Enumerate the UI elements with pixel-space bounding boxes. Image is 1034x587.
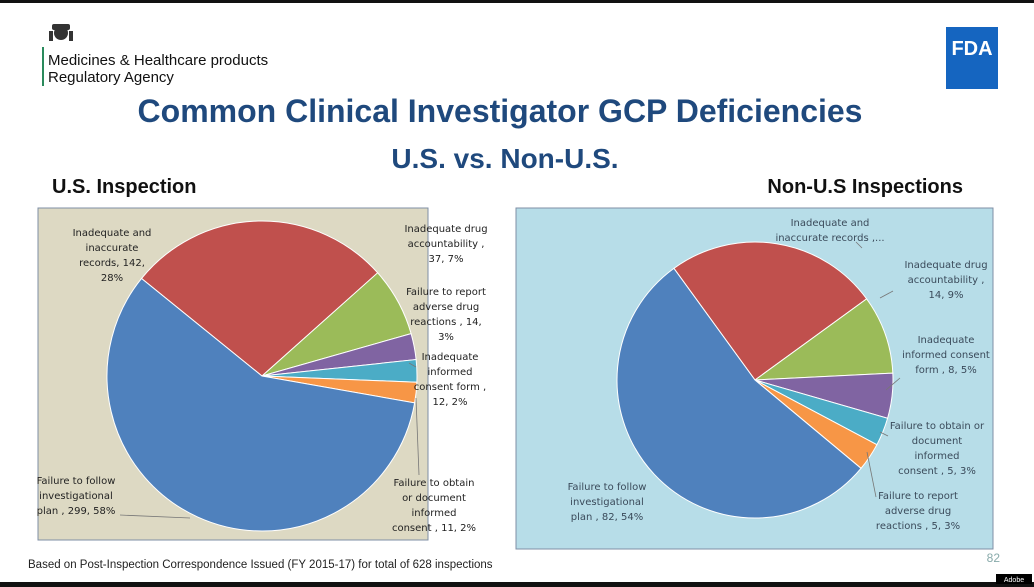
leader-line — [408, 362, 417, 368]
slide-title: Common Clinical Investigator GCP Deficie… — [138, 93, 863, 129]
pie-slice — [673, 241, 868, 381]
slice-label: Failure to obtain or document informed c… — [889, 421, 985, 477]
fda-logo — [946, 27, 998, 89]
slice-label: Inadequate drug accountability , 37, 7% — [404, 224, 488, 265]
leader-line — [866, 451, 877, 498]
slice-label: Failure to obtain or document informed c… — [391, 478, 477, 534]
leader-line — [855, 241, 863, 249]
slice-label: Failure to follow investigational plan ,… — [567, 482, 647, 523]
leader-line — [879, 290, 894, 299]
pie-slice — [753, 298, 894, 381]
footnote: Based on Post-Inspection Correspondence … — [28, 559, 493, 571]
page-number: 82 — [987, 551, 1001, 565]
fda-logo-text: FDA — [951, 38, 992, 60]
pie-slice — [140, 220, 379, 377]
watermark-box — [996, 574, 1032, 584]
slice-label: Failure to report adverse drug reactions… — [406, 287, 486, 343]
bottom-border — [0, 582, 1034, 587]
slice-label: Inadequate and inaccurate records ,... — [775, 218, 885, 244]
pie-slice — [106, 277, 416, 532]
slice-label: Inadequate and inaccurate records, 142, … — [72, 228, 152, 284]
watermark: Adobe — [1004, 577, 1024, 584]
slide-subtitle: U.S. vs. Non-U.S. — [391, 143, 618, 174]
slice-label: Failure to follow investigational plan ,… — [36, 476, 116, 517]
top-border — [0, 0, 1034, 3]
leader-line — [885, 377, 901, 391]
slice-label: Inadequate drug accountability , 14, 9% — [904, 260, 988, 301]
agency-name: Medicines & Healthcare products — [48, 52, 268, 69]
chart-title: U.S. Inspection — [52, 176, 196, 198]
chart-title: Non-U.S Inspections — [767, 176, 963, 198]
slice-label: Inadequate informed consent form , 8, 5% — [902, 335, 990, 376]
slice-label: Inadequate informed consent form , 12, 2… — [413, 352, 487, 408]
crest — [49, 24, 73, 41]
leader-line — [415, 397, 420, 476]
pie-slice — [616, 267, 862, 519]
agency-name: Regulatory Agency — [48, 69, 174, 86]
leader-line — [119, 514, 191, 519]
leader-line — [879, 431, 889, 437]
slice-label: Failure to report adverse drug reactions… — [875, 491, 961, 532]
